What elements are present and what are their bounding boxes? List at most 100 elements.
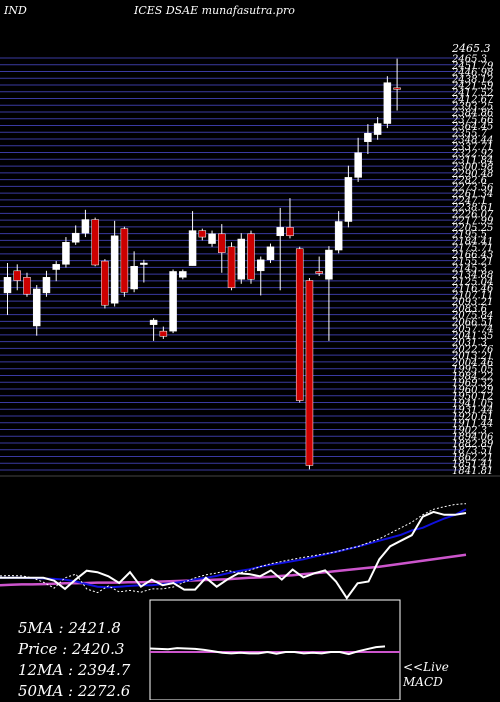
price-top-label: 2465.3 xyxy=(451,42,491,55)
price-tick-label: 2066.51 xyxy=(451,317,493,328)
header-left: IND xyxy=(3,4,27,17)
price-tick-label: 1911.44 xyxy=(452,419,493,430)
candle-body xyxy=(91,219,99,266)
price-tick-label: 2107.11 xyxy=(451,290,493,301)
stats-panel: 5MA : 2421.8 Price : 2420.3 12MA : 2394.… xyxy=(18,618,130,702)
candle-body xyxy=(344,177,353,222)
moving-averages xyxy=(0,503,467,600)
price-tick-label: 2465.3 xyxy=(451,54,487,65)
price-tick-label: 1873.51 xyxy=(452,446,493,457)
price-tick-label: 2031.3 xyxy=(451,338,487,349)
stat-5ma: 5MA : 2421.8 xyxy=(18,619,121,637)
stat-12ma: 12MA : 2394.7 xyxy=(18,661,131,679)
candle-body xyxy=(354,152,362,178)
candle-body xyxy=(169,271,177,332)
macd-lines xyxy=(149,645,400,656)
candle-body xyxy=(373,123,382,135)
price-tick-label: 2273.56 xyxy=(451,182,494,193)
candle-body xyxy=(3,277,12,294)
price-tick-label: 2057.74 xyxy=(451,324,493,335)
candle-body xyxy=(266,246,275,261)
price-tick-label: 2384.86 xyxy=(451,108,494,119)
candle-body xyxy=(140,262,148,265)
candle-body xyxy=(52,264,60,270)
ma-magenta-line xyxy=(0,553,467,587)
price-tick-label: 2300.98 xyxy=(451,162,493,173)
candle-body xyxy=(334,221,343,251)
candle-body xyxy=(383,82,392,124)
price-tick-label: 2451.79 xyxy=(451,61,494,72)
candle-body xyxy=(13,270,21,281)
price-tick-label: 2348.44 xyxy=(451,135,493,146)
macd-panel xyxy=(149,599,401,700)
candle-body xyxy=(110,235,119,304)
price-grid xyxy=(0,57,460,471)
price-tick-label: 2412.67 xyxy=(451,95,494,106)
candle-body xyxy=(62,242,70,265)
price-tick-label: 2355.7 xyxy=(451,128,488,139)
price-tick-label: 2282.6 xyxy=(451,176,488,187)
candle-body xyxy=(32,288,41,327)
candlesticks xyxy=(3,58,401,470)
stat-price: Price : 2420.3 xyxy=(18,640,125,658)
price-tick-label: 1902.3 xyxy=(452,425,487,436)
price-tick-label: 2022.76 xyxy=(451,344,494,355)
ma-white-dotted-line xyxy=(0,503,467,594)
candle-body xyxy=(120,228,129,293)
price-tick-label: 2438.12 xyxy=(451,74,493,85)
price-tick-label: 2238.61 xyxy=(451,203,493,214)
price-tick-label: 2075.84 xyxy=(451,311,493,322)
price-tick-label: 1851.41 xyxy=(452,459,493,470)
price-tick-label: 2125.04 xyxy=(451,277,493,288)
price-tick-label: 2226.07 xyxy=(451,209,494,220)
candle-body xyxy=(159,330,168,337)
candle-body xyxy=(218,233,226,253)
ma-blue-line xyxy=(0,508,467,589)
candle-body xyxy=(295,248,304,401)
candle-body xyxy=(198,230,207,238)
header-center: ICES DSAE munafasutra.pro xyxy=(133,4,295,17)
price-tick-label: 2155.21 xyxy=(451,257,493,268)
price-tick-label: 2195.5 xyxy=(451,230,487,241)
candle-body xyxy=(179,271,187,278)
candle-body xyxy=(188,230,197,266)
price-tick-label: 2247.1 xyxy=(451,196,487,207)
price-axis-labels: 2465.32451.792446.982438.122421.592417.5… xyxy=(451,54,494,477)
price-tick-label: 2217.99 xyxy=(451,216,494,227)
price-tick-label: 1841.81 xyxy=(452,466,493,477)
candle-body xyxy=(42,277,51,294)
stat-50ma: 50MA : 2272.6 xyxy=(18,682,131,700)
price-tick-label: 1950.12 xyxy=(452,392,493,403)
price-tick-label: 1931.44 xyxy=(452,405,493,416)
macd-legend: <<Live MACD xyxy=(403,660,449,690)
candle-body xyxy=(325,249,333,280)
price-tick-label: 2093.21 xyxy=(451,297,493,308)
price-tick-label: 1882.89 xyxy=(452,439,494,450)
price-tick-label: 2421.59 xyxy=(451,81,494,92)
price-tick-label: 2184.41 xyxy=(451,236,493,247)
price-tick-label: 2290.48 xyxy=(451,169,493,180)
candle-body xyxy=(364,133,372,142)
candle-body xyxy=(276,227,284,237)
candle-body xyxy=(247,233,255,280)
price-tick-label: 2041.35 xyxy=(451,331,493,342)
macd-title: MACD xyxy=(403,675,443,689)
price-tick-label: 1941.05 xyxy=(452,398,493,409)
price-tick-label: 1894.06 xyxy=(452,432,494,443)
candle-body xyxy=(393,87,401,90)
price-tick-label: 2145.3 xyxy=(451,263,487,274)
price-tick-label: 1995.05 xyxy=(452,365,493,376)
price-tick-label: 1960.29 xyxy=(452,385,494,396)
macd-line xyxy=(149,645,386,656)
candle-body xyxy=(237,238,246,280)
candle-body xyxy=(23,277,31,295)
candle-body xyxy=(149,319,158,325)
price-tick-label: 1969.32 xyxy=(452,378,493,389)
price-tick-label: 2004.46 xyxy=(451,358,494,369)
price-tick-label: 2083.6 xyxy=(451,304,488,315)
price-tick-label: 2322.92 xyxy=(451,149,493,160)
price-tick-label: 1984.22 xyxy=(452,371,493,382)
candle-body xyxy=(81,219,90,234)
price-tick-label: 2446.98 xyxy=(451,68,493,79)
